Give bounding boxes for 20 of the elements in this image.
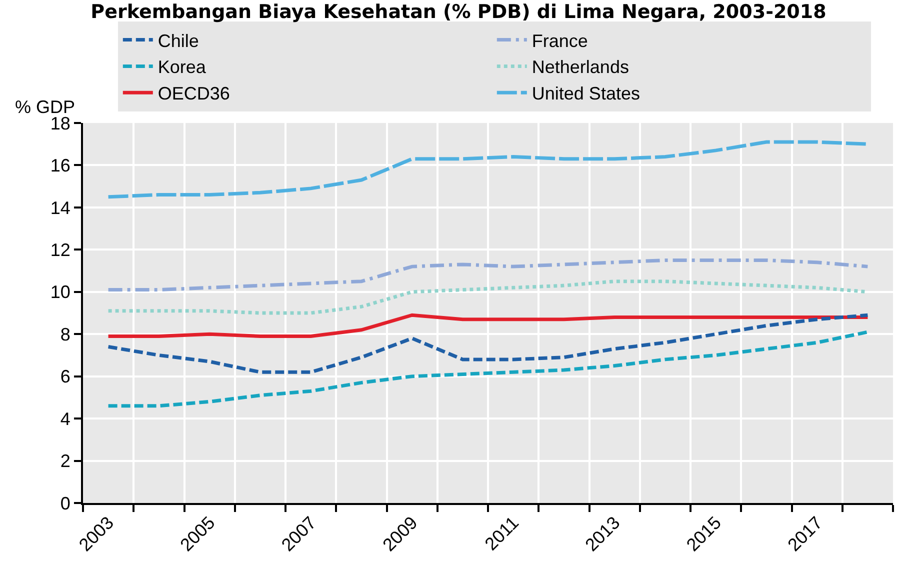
legend-label: Chile	[158, 30, 199, 51]
line-series	[106, 313, 870, 374]
chart-title: Perkembangan Biaya Kesehatan (% PDB) di Lima Negara, 2003-2018	[90, 0, 826, 23]
y-tick-label: 6	[60, 366, 70, 387]
y-tick-label: 2	[60, 451, 70, 472]
y-tick-label: 14	[50, 198, 70, 218]
legend-label: Korea	[158, 57, 207, 78]
line-series	[106, 330, 870, 408]
y-tick-label: 8	[60, 324, 70, 344]
y-tick-label: 4	[60, 408, 70, 429]
y-tick-label: 0	[60, 493, 70, 514]
legend-label: OECD36	[158, 84, 230, 104]
legend-label: United States	[532, 84, 640, 104]
legend-label: France	[532, 30, 588, 51]
line-series	[106, 313, 870, 338]
line-series	[106, 258, 870, 292]
y-tick-label: 12	[50, 240, 70, 260]
y-tick-label: 16	[50, 156, 70, 176]
y-tick-label: 10	[50, 282, 70, 302]
legend-label: Netherlands	[532, 57, 629, 78]
